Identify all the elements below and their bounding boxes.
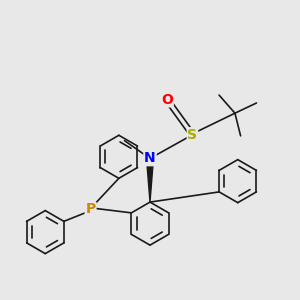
Polygon shape [147,163,153,202]
Text: N: N [144,152,156,166]
Text: N: N [144,152,156,166]
Text: O: O [161,93,173,106]
Text: O: O [161,93,173,106]
Text: P: P [85,202,96,217]
Text: S: S [188,128,197,142]
Text: P: P [85,202,96,217]
Text: S: S [188,128,197,142]
